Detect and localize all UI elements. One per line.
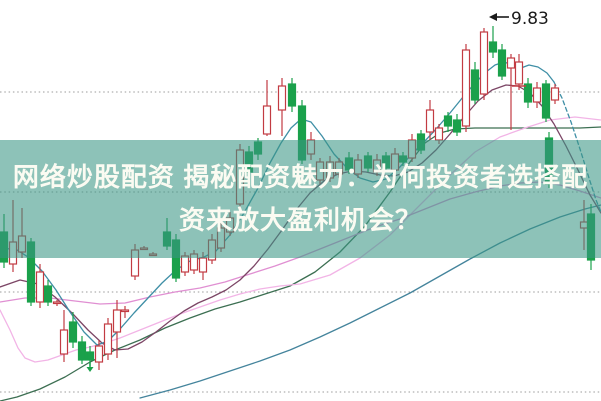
chart-markers	[86, 85, 526, 372]
svg-text:9.83: 9.83	[511, 9, 549, 29]
headline-line-2: 资来放大盈利机会？	[178, 205, 422, 235]
headline-banner: 网络炒股配资 揭秘配资魅力：为何投资者选择配 资来放大盈利机会？	[0, 140, 601, 258]
price-annotation: 9.83	[489, 9, 549, 29]
headline-line-1: 网络炒股配资 揭秘配资魅力：为何投资者选择配	[12, 162, 589, 193]
